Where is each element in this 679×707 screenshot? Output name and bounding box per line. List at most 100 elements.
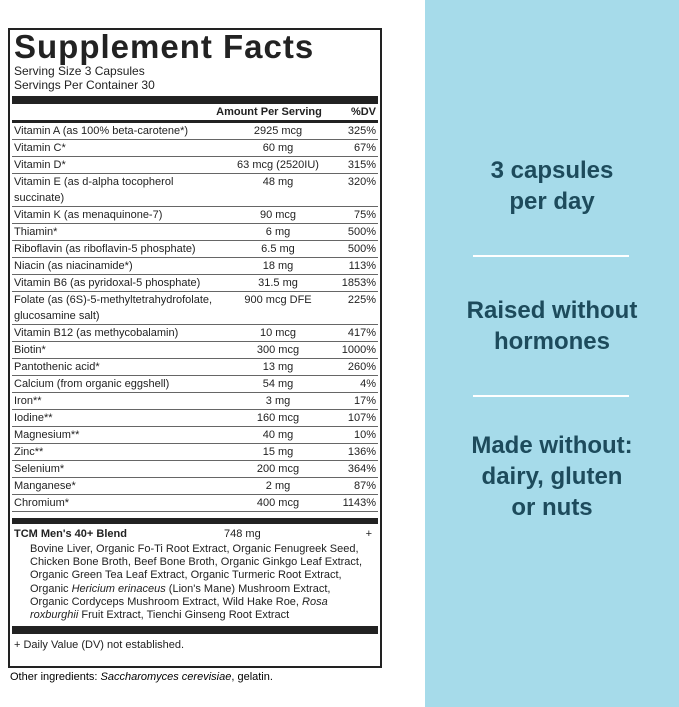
amount: 2 mg	[265, 480, 291, 492]
nutrient-name: Vitamin K (as menaquinone-7)	[14, 209, 163, 221]
sidebar-line: 3 capsules	[490, 157, 614, 184]
sidebar-line: hormones	[493, 328, 610, 355]
table-row: Folate (as (6S)-5-methyltetrahydrofolate…	[12, 292, 378, 325]
table-row: Vitamin D* 63 mcg (2520IU) 315%	[12, 157, 378, 174]
amount: 40 mg	[262, 429, 294, 441]
daily-value: 364%	[347, 463, 376, 475]
nutrient-name: Folate (as (6S)-5-methyltetrahydrofolate…	[14, 294, 213, 322]
divider	[12, 626, 378, 635]
sidebar-line: per day	[509, 188, 595, 215]
sidebar-item: Raised without hormones	[425, 295, 679, 357]
table-row: Biotin* 300 mcg 1000%	[12, 342, 378, 359]
nutrient-name: Vitamin E (as d-alpha tocopherol succina…	[14, 176, 174, 204]
daily-value: 315%	[347, 159, 376, 171]
nutrient-name: Chromium*	[14, 497, 70, 509]
daily-value: 320%	[347, 176, 376, 188]
italic-text: Rosa roxburghii	[30, 595, 328, 622]
daily-value: 17%	[353, 395, 376, 407]
blend-amount: 748 mg	[224, 528, 261, 540]
text: Other ingredients:	[10, 671, 101, 683]
sidebar-line: Made without:	[471, 432, 633, 459]
divider	[12, 96, 378, 104]
serving-size: Serving Size 3 Capsules	[14, 64, 145, 78]
table-row: Zinc** 15 mg 136%	[12, 444, 378, 461]
table-row: Vitamin B6 (as pyridoxal-5 phosphate) 31.…	[12, 275, 378, 292]
table-row: Thiamin* 6 mg 500%	[12, 224, 378, 241]
title: Supplement Facts	[14, 28, 315, 65]
table-row: Vitamin A (as 100% beta-carotene*) 2925 m…	[12, 123, 378, 140]
nutrient-name: Iron**	[14, 395, 42, 407]
text: , gelatin.	[231, 671, 273, 683]
italic-text: Saccharomyces cerevisiae	[100, 671, 232, 683]
amount: 60 mg	[262, 142, 294, 154]
table-row: Iron** 3 mg 17%	[12, 393, 378, 410]
daily-value: 417%	[347, 327, 376, 339]
amount: 54 mg	[262, 378, 294, 390]
nutrient-name: Pantothenic acid*	[14, 361, 100, 373]
daily-value: 113%	[348, 260, 376, 272]
table-row: Calcium (from organic eggshell) 54 mg 4%	[12, 376, 378, 393]
italic-text: Hericium erinaceus	[71, 582, 166, 595]
table-row: Vitamin C* 60 mg 67%	[12, 140, 378, 157]
nutrient-name: Zinc**	[14, 446, 44, 458]
separator	[473, 395, 629, 397]
sidebar-item: 3 capsules per day	[425, 155, 679, 217]
table-row: Riboflavin (as riboflavin-5 phosphate) 6.…	[12, 241, 378, 258]
daily-value: 1143%	[342, 497, 376, 509]
nutrient-name: Vitamin D*	[14, 159, 66, 171]
amount: 18 mg	[262, 260, 294, 272]
nutrient-name: Manganese*	[14, 480, 76, 492]
sidebar-line: or nuts	[511, 494, 593, 521]
nutrient-name: Magnesium**	[14, 429, 80, 441]
blend-dv: +	[365, 528, 372, 540]
table-row: Iodine** 160 mcg 107%	[12, 410, 378, 427]
daily-value: 500%	[347, 243, 376, 255]
text: Fruit Extract, Tienchi Ginseng Root Extr…	[78, 609, 290, 622]
amount: 200 mcg	[256, 463, 300, 475]
table-row: Manganese* 2 mg 87%	[12, 478, 378, 495]
divider	[12, 518, 378, 524]
daily-value: 107%	[347, 412, 376, 424]
daily-value: 87%	[353, 480, 376, 492]
amount: 160 mcg	[256, 412, 300, 424]
amount: 400 mcg	[256, 497, 300, 509]
text: Bovine Liver, Organic Fo-Ti Root Extract…	[30, 543, 363, 595]
daily-value: 67%	[353, 142, 376, 154]
daily-value: 136%	[347, 446, 376, 458]
amount: 63 mcg (2520IU)	[237, 159, 319, 171]
amount: 13 mg	[262, 361, 294, 373]
amount: 90 mcg	[259, 209, 297, 221]
nutrient-name: Niacin (as niacinamide*)	[14, 260, 133, 272]
blend-row: TCM Men's 40+ Blend 748 mg +	[12, 526, 378, 542]
nutrient-name: Thiamin*	[14, 226, 58, 238]
amount: 900 mcg DFE	[244, 294, 312, 306]
daily-value: 4%	[360, 378, 376, 390]
table-row: Vitamin B12 (as methycobalamin) 10 mcg 417…	[12, 325, 378, 342]
nutrient-name: Biotin*	[14, 344, 46, 356]
table-row: Magnesium** 40 mg 10%	[12, 427, 378, 444]
nutrient-name: Calcium (from organic eggshell)	[14, 378, 170, 390]
nutrient-name: Vitamin B6 (as pyridoxal-5 phosphate)	[14, 277, 201, 289]
amount: 10 mcg	[259, 327, 297, 339]
table-row: Vitamin E (as d-alpha tocopherol succina…	[12, 174, 378, 207]
nutrient-name: Selenium*	[14, 463, 65, 475]
daily-value: 500%	[347, 226, 376, 238]
amount: 300 mcg	[256, 344, 300, 356]
nutrient-name: Iodine**	[14, 412, 53, 424]
daily-value: 10%	[353, 429, 376, 441]
amount: 6.5 mg	[261, 243, 295, 255]
nutrient-table: Vitamin A (as 100% beta-carotene*) 2925 m…	[12, 123, 378, 512]
supplement-facts: Supplement Facts Serving Size 3 Capsules…	[8, 28, 382, 668]
amount: 48 mg	[262, 176, 294, 188]
amount: 15 mg	[262, 446, 294, 458]
daily-value: 325%	[347, 125, 376, 137]
nutrient-name: Vitamin B12 (as methycobalamin)	[14, 327, 179, 339]
nutrient-name: Vitamin A (as 100% beta-carotene*)	[14, 125, 189, 137]
divider	[12, 120, 378, 123]
amount: 31.5 mg	[258, 277, 298, 289]
column-label: Amount Per Serving	[216, 106, 322, 118]
separator	[473, 255, 629, 257]
table-row: Vitamin K (as menaquinone-7) 90 mcg 75%	[12, 207, 378, 224]
blend-name: TCM Men's 40+ Blend	[14, 528, 127, 540]
